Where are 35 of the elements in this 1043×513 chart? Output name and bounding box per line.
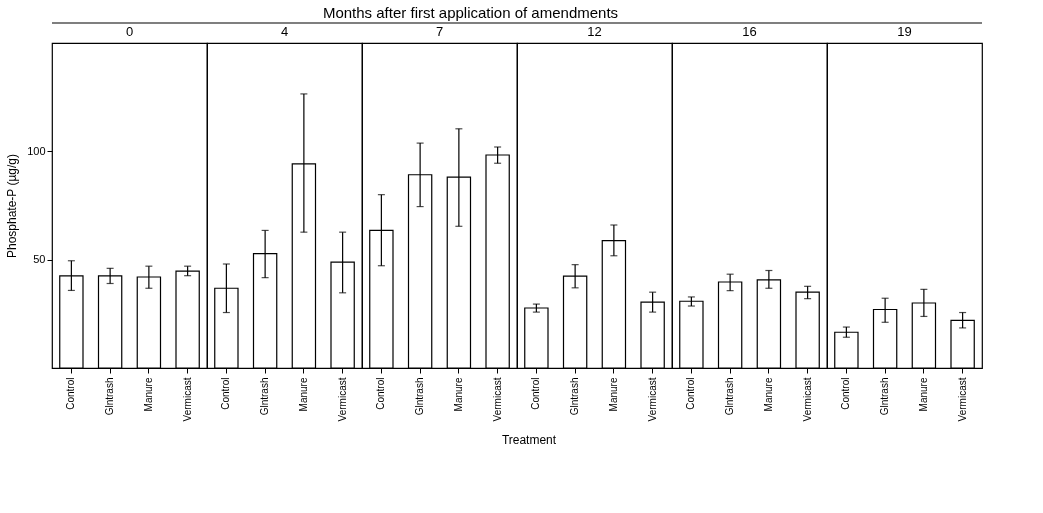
x-tick-label: Glntrash bbox=[724, 377, 736, 416]
chart-title: 7 bbox=[435, 24, 444, 39]
x-tick-label: Manure bbox=[762, 377, 774, 412]
x-tick-label: Control bbox=[375, 377, 387, 410]
chart-title: 16 bbox=[742, 24, 757, 39]
x-tick-label: Glntrash bbox=[879, 377, 891, 416]
y-tick-label: 100 bbox=[27, 144, 46, 157]
x-tick-label: Manure bbox=[917, 377, 929, 412]
x-tick-label: Control bbox=[220, 377, 232, 410]
x-tick-label: Manure bbox=[452, 377, 464, 412]
x-tick-label: Control bbox=[530, 377, 542, 410]
x-tick-label: Control bbox=[840, 377, 852, 410]
chart-title: 19 bbox=[897, 24, 912, 39]
x-tick-label: Vermicast bbox=[956, 377, 968, 422]
x-tick-label: Manure bbox=[297, 377, 309, 412]
x-axis-title: Treatment bbox=[501, 433, 557, 447]
chart-title: 12 bbox=[587, 24, 602, 39]
x-tick-label: Manure bbox=[607, 377, 619, 412]
x-tick-label: Manure bbox=[142, 377, 154, 412]
y-tick-label: 50 bbox=[33, 253, 46, 266]
x-tick-label: Vermicast bbox=[491, 377, 503, 422]
text: Months after first application of amendments bbox=[322, 4, 619, 21]
x-tick-label: Glntrash bbox=[569, 377, 581, 416]
x-tick-label: Vermicast bbox=[801, 377, 813, 422]
x-tick-label: Control bbox=[65, 377, 77, 410]
x-tick-label: Glntrash bbox=[259, 377, 271, 416]
y-axis-title: Phosphate-P (µg/g) bbox=[5, 153, 20, 259]
x-tick-label: Glntrash bbox=[414, 377, 426, 416]
x-tick-label: Vermicast bbox=[181, 377, 193, 422]
x-tick-label: Vermicast bbox=[336, 377, 348, 422]
chart-title: 0 bbox=[125, 24, 134, 39]
x-tick-label: Glntrash bbox=[104, 377, 116, 416]
chart-title: 4 bbox=[280, 24, 289, 39]
x-tick-label: Control bbox=[685, 377, 697, 410]
x-tick-label: Vermicast bbox=[646, 377, 658, 422]
